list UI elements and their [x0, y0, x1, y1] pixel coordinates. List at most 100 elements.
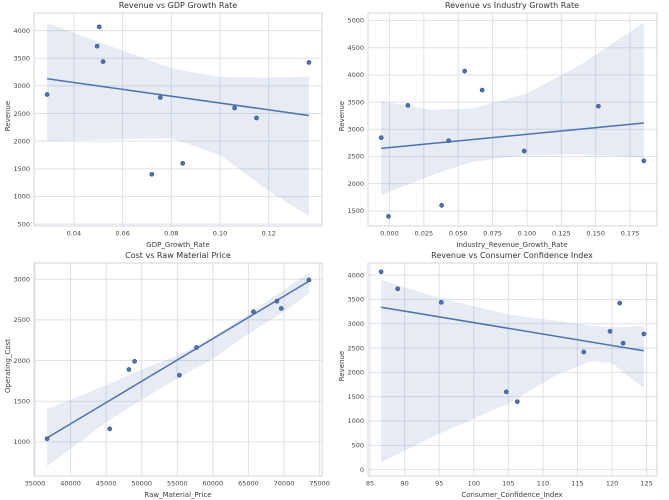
plot-area: [368, 13, 657, 226]
data-point: [44, 92, 50, 97]
svg-text:60000: 60000: [203, 480, 224, 488]
data-point: [462, 68, 468, 74]
data-point: [306, 60, 312, 65]
grid-lines: [34, 263, 322, 476]
svg-text:65000: 65000: [238, 480, 259, 488]
scatter-plot-confidence: 85 90 95 100 105 110 115 120 125 0 500 1000 1500 2000…: [347, 262, 658, 488]
svg-text:2000: 2000: [13, 137, 30, 145]
data-point: [177, 372, 182, 378]
regression-line: [381, 306, 644, 352]
svg-text:0.12: 0.12: [261, 230, 275, 238]
axes-spines: [367, 262, 658, 477]
axes-spines: [33, 12, 323, 227]
svg-text:0.06: 0.06: [115, 230, 129, 238]
svg-text:1000: 1000: [13, 193, 30, 201]
svg-text:3000: 3000: [347, 320, 364, 328]
data-point: [503, 389, 509, 395]
plot-area: [368, 263, 657, 476]
svg-text:4500: 4500: [347, 44, 364, 52]
svg-text:0.175: 0.175: [621, 230, 640, 238]
grid-lines: [368, 263, 657, 476]
data-point: [149, 171, 155, 177]
axes-spines: [33, 262, 323, 477]
scatter-plot-gdp: 0.04 0.06 0.08 0.10 0.12 500 1000 1500 2000 2500 3…: [13, 12, 323, 238]
svg-text:3000: 3000: [13, 82, 30, 90]
svg-text:3000: 3000: [347, 125, 364, 133]
svg-text:85: 85: [366, 480, 374, 488]
svg-text:1000: 1000: [347, 417, 364, 425]
data-point: [251, 309, 256, 315]
regression-line: [46, 280, 310, 439]
x-axis-label: Raw_Material_Price: [144, 491, 212, 499]
data-point: [100, 59, 106, 64]
data-point: [514, 399, 520, 404]
data-point: [378, 135, 384, 141]
svg-text:500: 500: [18, 220, 30, 228]
data-point: [446, 138, 452, 144]
data-point: [607, 328, 613, 334]
confidence-band: [381, 280, 644, 463]
svg-text:75000: 75000: [309, 480, 330, 488]
svg-text:1500: 1500: [347, 393, 364, 401]
svg-text:2500: 2500: [347, 344, 364, 352]
y-axis-label: Revenue: [338, 100, 346, 132]
x-tick-labels: 0.000 0.025 0.050 0.075 0.100 0.125 0.150 0.175: [380, 230, 639, 238]
data-point: [620, 340, 626, 346]
svg-text:500: 500: [352, 442, 364, 450]
data-points: [44, 277, 312, 442]
data-point: [274, 298, 280, 304]
data-point: [44, 436, 50, 442]
scatter-plot-raw-material: 35000 40000 45000 50000 55000 60000 65000 70000…: [13, 262, 330, 488]
data-point: [386, 213, 391, 219]
svg-text:110: 110: [537, 480, 549, 488]
svg-text:70000: 70000: [274, 480, 295, 488]
data-point: [94, 43, 100, 49]
data-point: [126, 367, 132, 372]
svg-text:0: 0: [360, 466, 364, 474]
chart-title: Revenue vs Industry Growth Rate: [444, 1, 580, 10]
regression-line: [47, 78, 309, 117]
confidence-band: [47, 22, 309, 217]
data-point: [180, 160, 186, 166]
data-point: [107, 426, 113, 432]
data-point: [194, 345, 199, 350]
svg-text:4000: 4000: [347, 271, 364, 279]
svg-text:105: 105: [502, 480, 514, 488]
svg-text:1000: 1000: [13, 438, 30, 446]
svg-text:1500: 1500: [13, 397, 30, 405]
svg-text:120: 120: [606, 480, 618, 488]
regression-line: [381, 122, 644, 150]
chart-title: Revenue vs GDP Growth Rate: [118, 1, 238, 10]
x-tick-labels: 0.04 0.06 0.08 0.10 0.12: [67, 230, 276, 238]
data-point: [617, 300, 623, 306]
svg-text:90: 90: [401, 480, 409, 488]
y-axis-label: Operating_Cost: [4, 338, 12, 394]
chart-title: Cost vs Raw Material Price: [125, 251, 231, 260]
data-point: [581, 349, 587, 355]
y-tick-labels: 500 1000 1500 2000 2500 3000 3500 4000: [13, 27, 30, 228]
confidence-band: [381, 22, 644, 196]
data-point: [479, 87, 485, 93]
data-point: [439, 203, 444, 208]
svg-text:35000: 35000: [25, 480, 46, 488]
scatter-plot-industry: 0.000 0.025 0.050 0.075 0.100 0.125 0.150 0.175…: [347, 12, 658, 238]
svg-text:50000: 50000: [131, 480, 152, 488]
svg-text:2500: 2500: [347, 153, 364, 161]
svg-text:0.100: 0.100: [518, 230, 537, 238]
plot-area: [34, 263, 322, 476]
svg-text:2000: 2000: [347, 369, 364, 377]
y-axis-label: Revenue: [4, 100, 12, 132]
axes-spines: [367, 12, 658, 227]
y-axis-label: Revenue: [338, 350, 346, 382]
svg-text:5000: 5000: [347, 17, 364, 25]
data-point: [278, 306, 284, 311]
svg-text:2500: 2500: [13, 316, 30, 324]
data-point: [132, 359, 137, 364]
svg-text:2500: 2500: [13, 110, 30, 118]
subplot-revenue-vs-confidence: 85 90 95 100 105 110 115 120 125 0 500 1000 1500 2000…: [334, 250, 669, 500]
svg-text:1500: 1500: [347, 207, 364, 215]
subplot-cost-vs-raw-material: 35000 40000 45000 50000 55000 60000 65000 70000…: [0, 250, 334, 500]
svg-text:0.10: 0.10: [213, 230, 227, 238]
svg-text:3500: 3500: [347, 296, 364, 304]
